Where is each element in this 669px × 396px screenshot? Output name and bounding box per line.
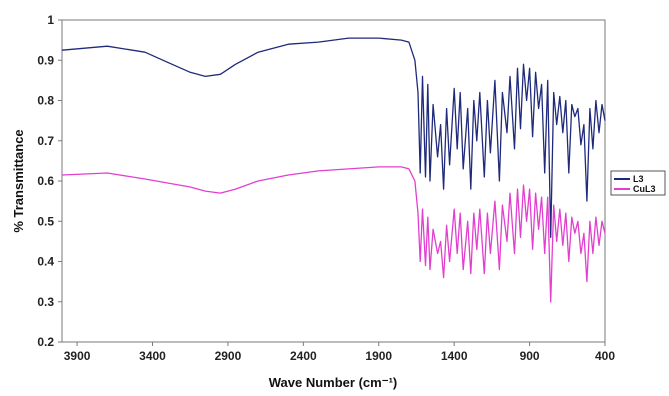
x-tick-label: 2400 <box>290 349 317 363</box>
legend-label: CuL3 <box>633 184 656 194</box>
y-axis-ticks: 0.2 0.3 0.4 0.5 0.6 0.7 0.8 0.9 1 <box>37 13 62 349</box>
series-layer <box>61 37 606 303</box>
y-tick-label: 0.5 <box>37 214 54 228</box>
y-tick-label: 0.2 <box>37 335 54 349</box>
y-tick-label: 0.7 <box>37 134 54 148</box>
x-axis-ticks: 3900 3400 2900 2400 1900 1400 900 400 <box>64 342 615 363</box>
y-tick-label: 0.6 <box>37 174 54 188</box>
legend-box <box>610 170 666 196</box>
x-tick-label: 3400 <box>139 349 166 363</box>
x-axis-label: Wave Number (cm⁻¹) <box>269 375 397 390</box>
y-tick-label: 1 <box>47 13 54 27</box>
legend-label: L3 <box>633 174 644 184</box>
series-line-l3 <box>61 37 606 238</box>
y-tick-label: 0.8 <box>37 94 54 108</box>
y-tick-label: 0.4 <box>37 255 54 269</box>
series-line-cul3 <box>61 166 606 303</box>
y-tick-label: 0.3 <box>37 295 54 309</box>
x-tick-label: 400 <box>595 349 615 363</box>
y-axis-label: % Transmittance <box>11 129 26 232</box>
x-tick-label: 2900 <box>215 349 242 363</box>
x-tick-label: 3900 <box>64 349 91 363</box>
x-tick-label: 1900 <box>365 349 392 363</box>
x-tick-label: 900 <box>520 349 540 363</box>
x-tick-label: 1400 <box>441 349 468 363</box>
y-tick-label: 0.9 <box>37 53 54 67</box>
